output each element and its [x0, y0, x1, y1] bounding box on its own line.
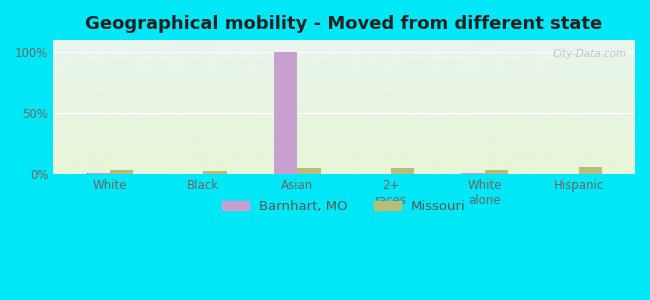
Legend: Barnhart, MO, Missouri: Barnhart, MO, Missouri	[217, 194, 471, 218]
Bar	[86, 173, 110, 174]
Bar	[297, 168, 320, 174]
Bar	[391, 168, 415, 174]
Bar	[578, 167, 602, 174]
Text: City-Data.com: City-Data.com	[552, 50, 626, 59]
Bar	[110, 169, 133, 174]
Title: Geographical mobility - Moved from different state: Geographical mobility - Moved from diffe…	[86, 15, 603, 33]
Bar	[203, 171, 227, 174]
Bar	[274, 52, 297, 174]
Bar	[485, 170, 508, 174]
Bar	[462, 173, 485, 174]
